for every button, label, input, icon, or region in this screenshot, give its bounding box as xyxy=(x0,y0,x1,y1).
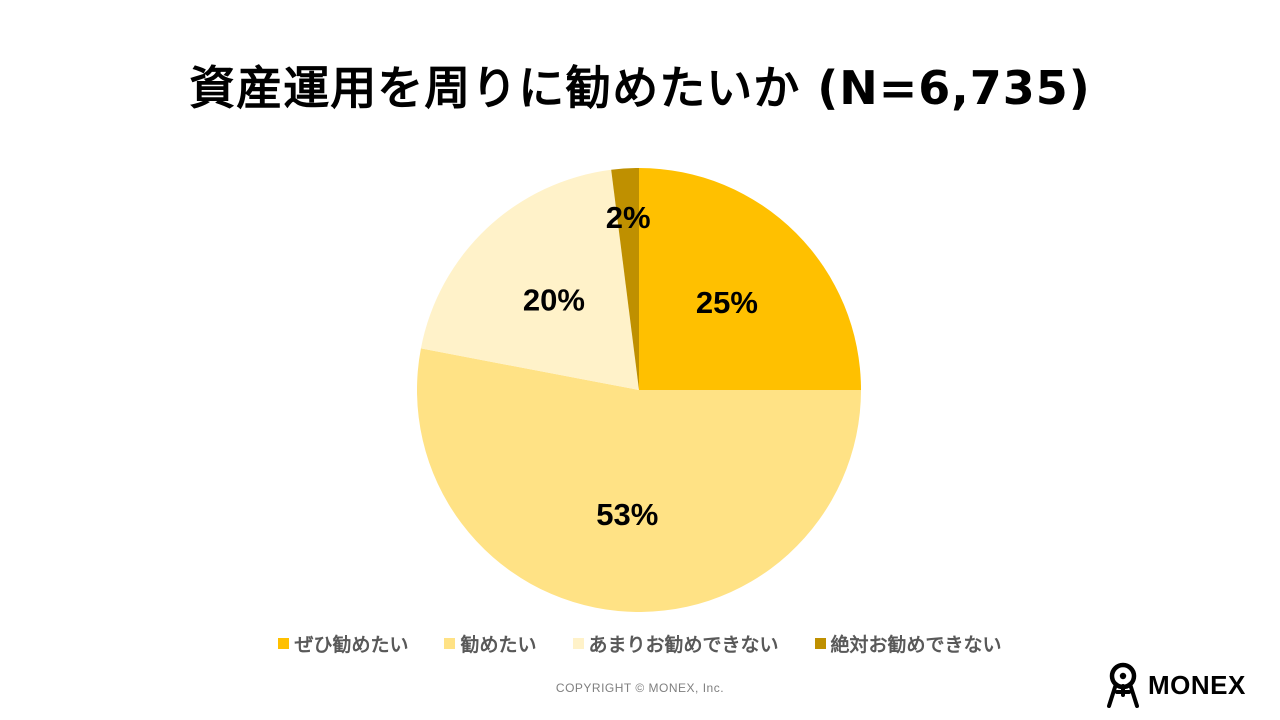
pie-slice xyxy=(639,168,861,390)
data-label: 20% xyxy=(523,282,585,317)
data-label: 25% xyxy=(696,285,758,320)
legend-label: あまりお勧めできない xyxy=(588,634,779,656)
pie-slice xyxy=(416,348,861,612)
copyright-text: COPYRIGHT © MONEX, Inc. xyxy=(555,681,725,695)
chart-title: 資産運用を周りに勧めたいか (N=6,735) xyxy=(189,61,1091,115)
legend-swatch xyxy=(278,638,290,649)
data-label: 53% xyxy=(596,497,658,532)
legend-item: ぜひ勧めたい xyxy=(278,630,408,657)
pie-slice xyxy=(420,169,639,390)
pie-slice xyxy=(611,168,639,390)
chart-legend: ぜひ勧めたい 勧めたい あまりお勧めできない 絶対お勧めできない xyxy=(0,630,1280,657)
legend-swatch xyxy=(814,638,826,649)
legend-item: 勧めたい xyxy=(444,630,537,657)
legend-label: 絶対お勧めできない xyxy=(830,634,1002,656)
data-label: 2% xyxy=(606,200,651,235)
legend-item: 絶対お勧めできない xyxy=(814,630,1002,657)
monex-logo: MONEX xyxy=(1106,662,1246,708)
monex-logo-icon xyxy=(1107,662,1139,708)
monex-logo-text: MONEX xyxy=(1148,669,1246,700)
legend-swatch xyxy=(572,638,584,649)
legend-swatch xyxy=(444,638,456,649)
legend-label: ぜひ勧めたい xyxy=(294,634,409,656)
legend-item: あまりお勧めできない xyxy=(572,630,779,657)
legend-label: 勧めたい xyxy=(460,634,537,656)
